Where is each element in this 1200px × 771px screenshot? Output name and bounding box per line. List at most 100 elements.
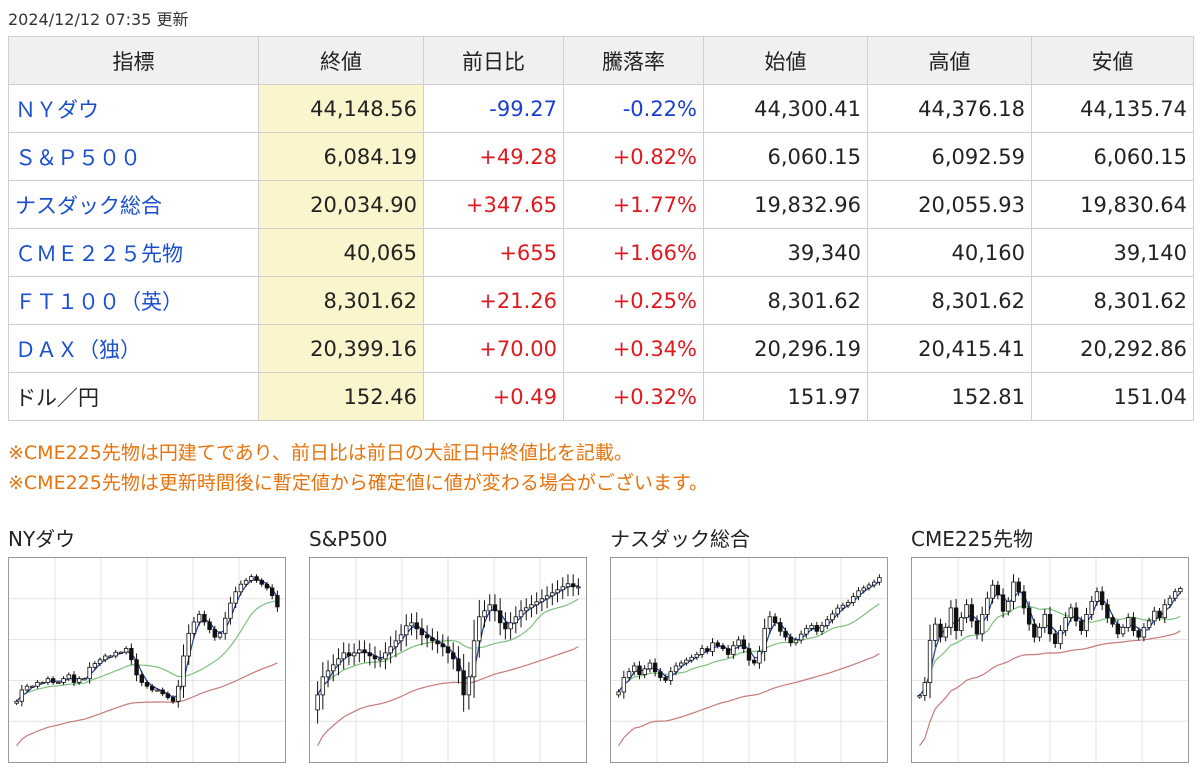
- candle: [804, 624, 809, 638]
- chart-frame[interactable]: [911, 557, 1189, 763]
- candle: [92, 661, 98, 670]
- candle-body: [186, 632, 191, 657]
- candle: [165, 691, 171, 700]
- indicator-link[interactable]: ＤＡＸ（独）: [15, 337, 141, 362]
- change-cell: -99.27: [423, 84, 564, 133]
- candle-body: [518, 610, 524, 618]
- candle: [50, 676, 56, 685]
- candle: [217, 630, 223, 640]
- candle-body: [383, 652, 388, 660]
- candle: [430, 628, 435, 651]
- chart-frame[interactable]: [309, 557, 587, 763]
- candle: [772, 613, 778, 627]
- header-close: 終値: [258, 36, 424, 85]
- chart-frame[interactable]: [610, 557, 888, 763]
- candle-body: [534, 601, 539, 606]
- change-cell: +21.26: [423, 276, 564, 325]
- candle-body: [570, 583, 576, 588]
- low-cell: 151.04: [1031, 372, 1194, 421]
- indicator-link[interactable]: ＦＴ１００（英）: [15, 289, 183, 314]
- indicator-link[interactable]: ナスダック総合: [15, 193, 162, 218]
- candle: [1053, 629, 1058, 648]
- candle-body: [1053, 633, 1058, 644]
- candle-body: [430, 637, 435, 642]
- candle-body: [964, 604, 969, 619]
- candlestick-chart: [611, 558, 887, 762]
- indicator-link[interactable]: ＮＹダウ: [15, 97, 99, 122]
- chart-card[interactable]: CME225先物: [911, 526, 1189, 763]
- candle-body: [819, 625, 825, 632]
- candle: [315, 681, 320, 724]
- indicator-link[interactable]: ＣＭＥ２２５先物: [15, 241, 183, 266]
- candle: [689, 654, 694, 663]
- candle-body: [393, 640, 399, 648]
- change-cell: +347.65: [423, 180, 564, 229]
- candle-body: [856, 590, 861, 597]
- candle: [45, 676, 51, 685]
- candle: [1000, 588, 1006, 618]
- high-cell: 152.81: [867, 372, 1032, 421]
- chart-card[interactable]: ナスダック総合: [610, 526, 888, 763]
- candle: [1058, 625, 1063, 650]
- candle: [1016, 577, 1021, 597]
- close-cell: 8,301.62: [258, 276, 424, 325]
- candle: [840, 602, 846, 611]
- candle: [632, 662, 637, 676]
- candle: [1047, 606, 1053, 642]
- candle-body: [471, 640, 477, 678]
- candle-body: [626, 671, 632, 678]
- candle-body: [435, 640, 440, 645]
- candle-body: [1084, 614, 1089, 632]
- candle-body: [1000, 594, 1006, 612]
- candle: [576, 578, 581, 596]
- candle-body: [938, 623, 943, 638]
- candle-body: [1120, 626, 1126, 635]
- candle: [160, 687, 165, 697]
- candle-body: [377, 658, 383, 661]
- candle: [652, 658, 658, 677]
- candle-body: [741, 639, 746, 649]
- candle-body: [419, 628, 425, 636]
- table-row: ドル／円 152.46 +0.49 +0.32% 151.97 152.81 151.04: [8, 372, 1194, 421]
- candle: [97, 657, 103, 666]
- candle-body: [871, 581, 877, 586]
- candle: [736, 636, 741, 650]
- candle: [56, 681, 61, 685]
- candle: [699, 644, 705, 659]
- candle: [871, 579, 877, 588]
- chart-frame[interactable]: [8, 557, 286, 763]
- high-cell: 44,376.18: [867, 84, 1032, 133]
- indicator-name-cell: ＮＹダウ: [8, 84, 259, 133]
- candle-body: [103, 655, 108, 661]
- candle-body: [637, 665, 642, 676]
- candle: [202, 610, 207, 626]
- change-cell: +655: [423, 228, 564, 277]
- candle-body: [658, 671, 663, 678]
- candle-body: [331, 664, 336, 672]
- candle: [927, 624, 933, 699]
- candle-body: [830, 613, 835, 621]
- candle: [1006, 597, 1011, 616]
- candle-body: [56, 682, 61, 685]
- close-cell: 152.46: [258, 372, 424, 421]
- indicator-link[interactable]: Ｓ＆Ｐ５００: [15, 145, 141, 170]
- candle-body: [254, 576, 259, 581]
- chart-card[interactable]: NYダウ: [8, 526, 286, 763]
- candle: [1042, 608, 1047, 633]
- candle: [367, 643, 372, 666]
- candle: [223, 611, 228, 640]
- note-line: ※CME225先物は円建てであり、前日比は前日の大証日中終値比を記載。: [8, 442, 633, 464]
- candle: [943, 623, 948, 642]
- candle: [778, 617, 783, 636]
- candle-body: [243, 580, 249, 585]
- chart-title: S&P500: [309, 527, 388, 551]
- candle: [953, 599, 959, 640]
- candle-body: [544, 595, 550, 600]
- low-cell: 44,135.74: [1031, 84, 1194, 133]
- long-ma-line: [317, 645, 579, 746]
- candle-body: [694, 653, 700, 658]
- candle-body: [82, 678, 87, 681]
- candle: [440, 634, 445, 657]
- candle-body: [798, 633, 804, 641]
- chart-card[interactable]: S&P500: [309, 526, 587, 763]
